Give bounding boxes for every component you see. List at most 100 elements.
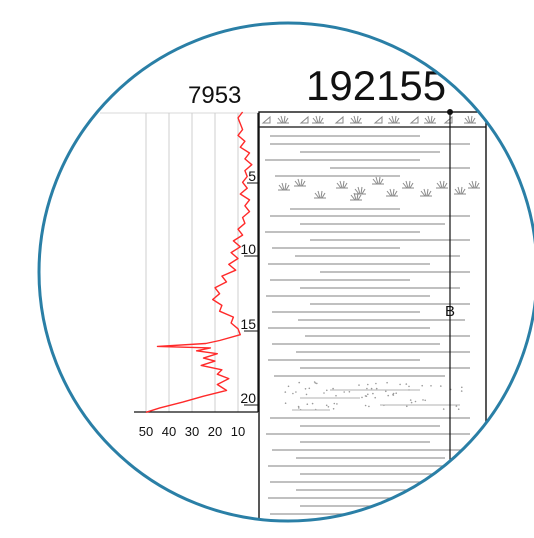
dot — [367, 394, 369, 396]
dot — [365, 395, 367, 397]
dot — [422, 399, 424, 401]
plant-symbol — [372, 177, 384, 184]
plant-symbol — [388, 116, 400, 123]
unit-label: B — [445, 303, 455, 320]
dot — [408, 386, 410, 388]
lithology-column — [259, 112, 486, 532]
plant-symbol — [386, 189, 398, 196]
x-tick-label: 20 — [208, 424, 222, 439]
left-id-label: 7953 — [188, 82, 241, 109]
measurement-curve — [146, 112, 252, 412]
triangle-symbol — [336, 117, 343, 123]
dot — [424, 400, 426, 402]
dot — [393, 394, 395, 396]
dot — [336, 403, 338, 405]
dot — [292, 393, 294, 395]
dot — [358, 384, 360, 386]
dot — [298, 407, 300, 409]
x-tick-label: 40 — [162, 424, 176, 439]
dot — [307, 403, 309, 405]
dot — [385, 391, 387, 393]
dot — [367, 384, 369, 386]
triangle-symbol — [301, 117, 308, 123]
plant-symbol — [350, 116, 362, 123]
dot — [376, 388, 378, 390]
dot — [406, 406, 408, 408]
depth-label: 20 — [240, 390, 256, 406]
dot — [421, 385, 423, 387]
dot — [323, 392, 325, 394]
depth-label: 15 — [240, 316, 256, 332]
top-symbol-row — [263, 116, 476, 123]
dot — [406, 383, 408, 385]
plant-symbol — [336, 181, 348, 188]
dot — [335, 395, 337, 397]
dot — [399, 384, 401, 386]
x-tick-label: 30 — [185, 424, 199, 439]
dot — [305, 388, 307, 390]
dot — [285, 391, 287, 393]
dot — [387, 395, 389, 397]
dot — [333, 408, 335, 410]
dot — [316, 383, 318, 385]
plant-symbol — [402, 181, 414, 188]
dot — [298, 382, 300, 384]
plant-symbol — [294, 179, 306, 186]
dot — [458, 408, 460, 410]
dot — [372, 393, 374, 395]
plant-symbol — [420, 189, 432, 196]
dot — [326, 390, 328, 392]
dot — [410, 399, 412, 401]
plant-symbol — [454, 187, 466, 194]
x-tick-label: 50 — [139, 424, 153, 439]
right-id-label: 192155 — [306, 62, 446, 109]
dot — [332, 388, 334, 390]
dot — [374, 397, 376, 399]
dot — [375, 383, 377, 385]
triangle-symbol — [411, 117, 418, 123]
dot — [386, 382, 388, 384]
lithology-lines — [265, 136, 470, 522]
dot — [328, 406, 330, 408]
dot — [371, 388, 373, 390]
triangle-symbol — [375, 117, 382, 123]
depth-label: 10 — [240, 241, 256, 257]
dot — [349, 391, 351, 393]
dot — [285, 402, 287, 404]
dot — [411, 402, 413, 404]
plant-symbol — [436, 181, 448, 188]
dotted-band — [285, 381, 463, 410]
dot — [295, 391, 297, 393]
dot — [461, 390, 463, 392]
dot — [361, 397, 363, 399]
plant-symbol — [277, 116, 289, 123]
dot — [343, 391, 345, 393]
triangle-symbol — [263, 117, 270, 123]
dot — [334, 403, 336, 405]
plant-symbol — [464, 116, 476, 123]
plant-symbol — [354, 187, 366, 194]
dot — [368, 406, 370, 408]
dot — [306, 394, 308, 396]
dot — [326, 405, 328, 407]
core-top-marker — [447, 109, 453, 115]
dot — [312, 403, 314, 405]
dot — [415, 401, 417, 403]
dot — [395, 392, 397, 394]
dot — [443, 408, 445, 410]
depth-label: 5 — [248, 168, 256, 184]
x-tick-label: 10 — [231, 424, 245, 439]
triangle-symbol — [445, 117, 452, 123]
plant-symbol — [424, 116, 436, 123]
dot — [366, 388, 368, 390]
dot — [461, 387, 463, 389]
dot — [314, 381, 316, 383]
plant-symbol — [278, 183, 290, 190]
dot — [365, 405, 367, 407]
dot — [440, 385, 442, 387]
dot — [309, 388, 311, 390]
dot — [430, 385, 432, 387]
plant-symbol — [468, 181, 480, 188]
